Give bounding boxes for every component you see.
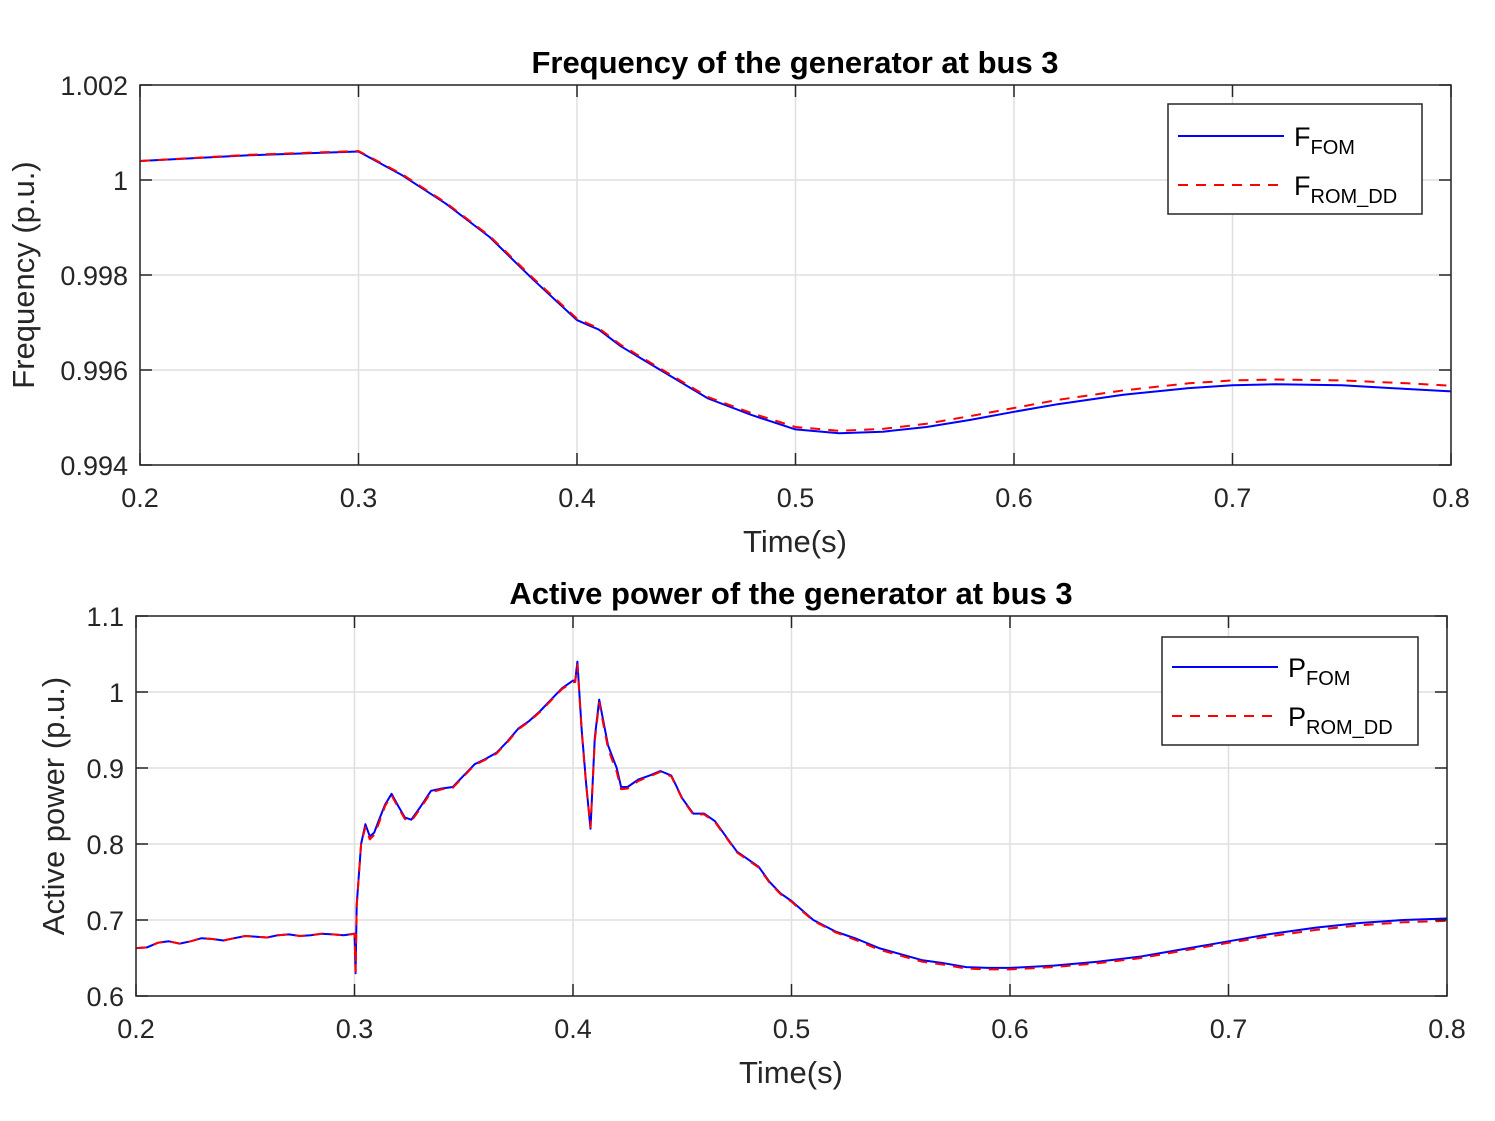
x-tick-label: 0.8 xyxy=(1428,1014,1466,1044)
legend-entry-p-fom: PFOM xyxy=(1288,653,1350,690)
active-power-chart-title: Active power of the generator at bus 3 xyxy=(509,576,1072,611)
y-tick-label: 1.1 xyxy=(86,602,124,632)
active-power-y-ticks: 0.6 0.7 0.8 0.9 1 1.1 xyxy=(86,602,1447,1012)
active-power-y-axis-label: Active power (p.u.) xyxy=(36,677,71,935)
frequency-x-axis-label: Time(s) xyxy=(743,524,847,559)
legend-entry-f-rom-dd: FROM_DD xyxy=(1294,171,1397,208)
y-tick-label: 0.7 xyxy=(86,906,124,936)
frequency-x-ticks: 0.2 0.3 0.4 0.5 0.6 0.7 0.8 xyxy=(121,85,1470,513)
frequency-chart-title: Frequency of the generator at bus 3 xyxy=(531,45,1058,80)
frequency-legend-box xyxy=(1167,103,1423,215)
active-power-x-axis-label: Time(s) xyxy=(739,1055,843,1090)
legend-entry-f-fom-sub: FOM xyxy=(1311,137,1355,159)
active-power-chart: Active power of the generator at bus 3 0… xyxy=(36,576,1466,1090)
active-power-legend-box xyxy=(1161,636,1419,746)
y-tick-label: 0.6 xyxy=(86,982,124,1012)
active-power-x-ticks: 0.2 0.3 0.4 0.5 0.6 0.7 0.8 xyxy=(117,616,1466,1044)
frequency-series-lines xyxy=(139,150,1452,435)
frequency-chart: Frequency of the generator at bus 3 0.2 0… xyxy=(6,45,1470,559)
active-power-series-lines xyxy=(135,660,1448,975)
y-tick-label: 0.8 xyxy=(86,830,124,860)
x-tick-label: 0.8 xyxy=(1432,483,1470,513)
y-tick-label: 0.996 xyxy=(60,356,128,386)
y-tick-label: 1.002 xyxy=(60,71,128,101)
x-tick-label: 0.4 xyxy=(558,483,596,513)
series-line-f-rom-dd xyxy=(139,150,1452,432)
frequency-legend: FFOM FROM_DD xyxy=(1167,103,1423,215)
legend-entry-p-fom-sub: FOM xyxy=(1306,668,1350,690)
y-tick-label: 1 xyxy=(109,678,124,708)
x-tick-label: 0.3 xyxy=(340,483,378,513)
y-tick-label: 1 xyxy=(113,166,128,196)
legend-entry-p-rom-dd-sub: ROM_DD xyxy=(1306,717,1393,739)
x-tick-label: 0.4 xyxy=(554,1014,592,1044)
frequency-y-axis-label: Frequency (p.u.) xyxy=(6,161,41,388)
frequency-y-ticks: 0.994 0.996 0.998 1 1.002 xyxy=(60,71,1451,481)
y-tick-label: 0.998 xyxy=(60,261,128,291)
x-tick-label: 0.5 xyxy=(773,1014,811,1044)
legend-entry-p-rom-dd: PROM_DD xyxy=(1288,702,1393,739)
series-line-p-fom xyxy=(135,660,1448,975)
legend-entry-p-rom-dd-name: P xyxy=(1288,702,1306,732)
series-line-p-rom-dd xyxy=(135,663,1448,973)
x-tick-label: 0.3 xyxy=(336,1014,374,1044)
y-tick-label: 0.9 xyxy=(86,754,124,784)
active-power-legend: PFOM PROM_DD xyxy=(1161,636,1419,746)
x-tick-label: 0.2 xyxy=(121,483,159,513)
legend-entry-f-fom-name: F xyxy=(1294,122,1311,152)
x-tick-label: 0.7 xyxy=(1214,483,1252,513)
y-tick-label: 0.994 xyxy=(60,451,128,481)
x-tick-label: 0.5 xyxy=(777,483,815,513)
x-tick-label: 0.2 xyxy=(117,1014,155,1044)
legend-entry-f-rom-dd-sub: ROM_DD xyxy=(1311,186,1398,208)
legend-entry-p-fom-name: P xyxy=(1288,653,1306,683)
legend-entry-f-fom: FFOM xyxy=(1294,122,1355,159)
legend-entry-f-rom-dd-name: F xyxy=(1294,171,1311,201)
x-tick-label: 0.7 xyxy=(1210,1014,1248,1044)
x-tick-label: 0.6 xyxy=(991,1014,1029,1044)
x-tick-label: 0.6 xyxy=(995,483,1033,513)
